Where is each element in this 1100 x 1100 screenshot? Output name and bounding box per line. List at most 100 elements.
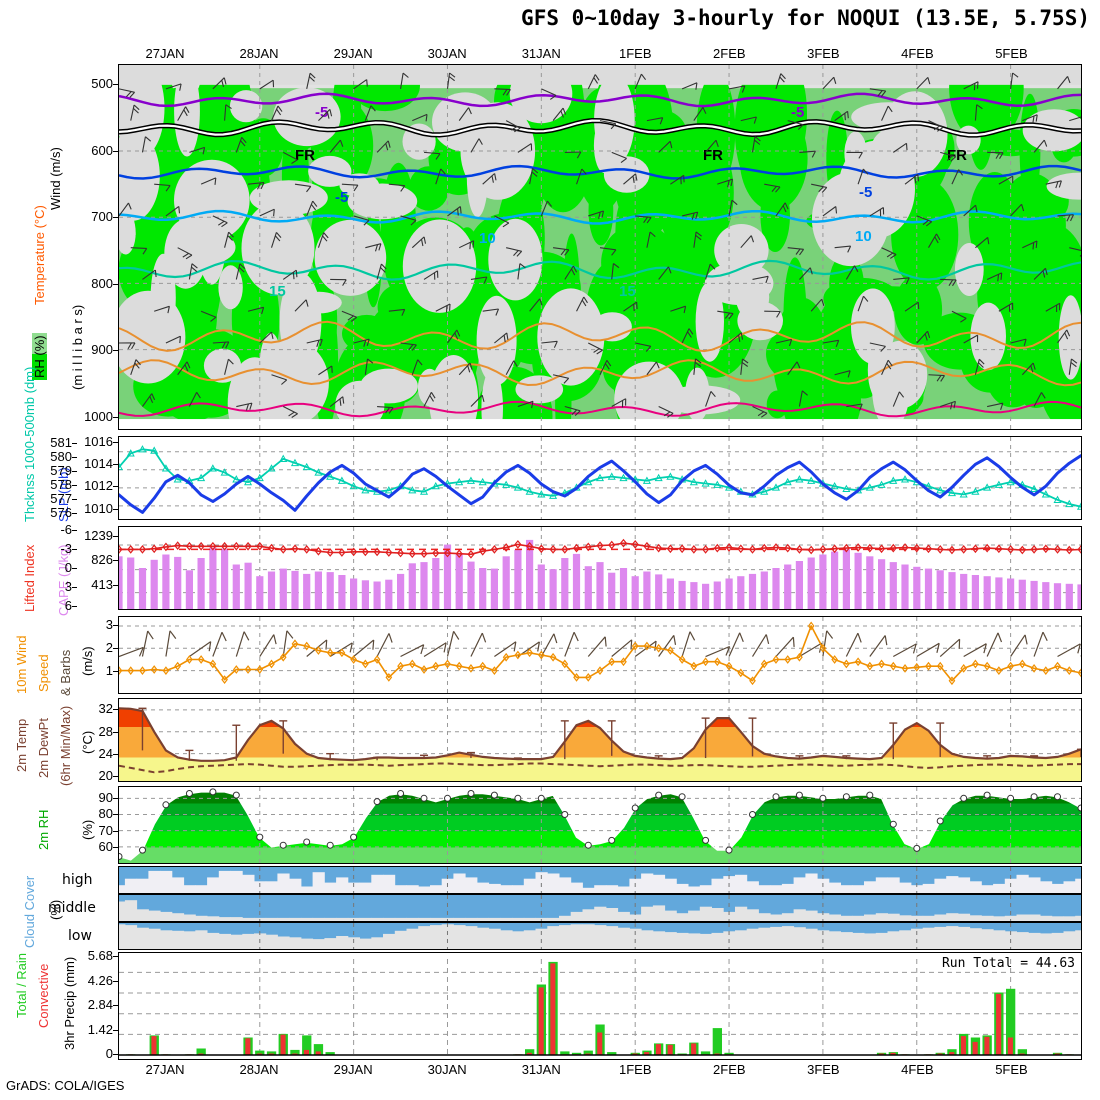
y-tick-label: 576: [50, 505, 72, 520]
y-tick-mark: [113, 535, 118, 537]
wind10m-panel[interactable]: [118, 616, 1082, 694]
y-tick-mark: [113, 1054, 118, 1055]
date-label: 4FEB: [901, 46, 934, 61]
y-tick-mark: [72, 568, 77, 569]
y-tick-label: 3: [64, 579, 72, 595]
cloud-row-label-high: high: [62, 872, 93, 888]
y-tick-label: 1016: [84, 433, 113, 449]
y-tick-mark: [72, 471, 77, 472]
date-label: 3FEB: [807, 1062, 840, 1077]
y-tick-mark: [113, 486, 118, 488]
cloud-row-label-low: low: [68, 928, 92, 944]
contour-label: -5: [859, 184, 872, 201]
cloud-middle-panel[interactable]: [118, 894, 1082, 922]
y-tick-label: 32: [98, 701, 113, 717]
y-tick-label: 2.84: [87, 997, 113, 1012]
y-tick-label: 581: [50, 435, 72, 450]
footer-credit: GrADS: COLA/IGES: [6, 1078, 125, 1093]
y-tick-mark: [113, 83, 118, 85]
contour-label: -5: [335, 189, 348, 206]
y-tick-label: 2: [105, 640, 113, 656]
date-label: 3FEB: [807, 46, 840, 61]
y-tick-mark: [72, 443, 77, 444]
y-tick-mark: [113, 1029, 118, 1031]
y-tick-mark: [113, 585, 118, 587]
y-tick-mark: [72, 485, 77, 486]
y-tick-label: 1010: [84, 500, 113, 516]
contour-label: 15: [269, 283, 286, 300]
y-tick-label: 577: [50, 491, 72, 506]
top-date-axis: 27JAN 28JAN 29JAN 30JAN 31JAN 1FEB 2FEB 3FEB 4FE…: [0, 46, 1100, 64]
y-tick-label: -3: [60, 540, 72, 556]
y-tick-mark: [72, 587, 77, 589]
y-tick-mark: [113, 508, 118, 510]
date-label: 5FEB: [995, 46, 1028, 61]
upper-cross-section-panel[interactable]: -5 -5 FR FR FR -5 -5 10 10 15 15: [118, 64, 1082, 430]
y-tick-label: 20: [98, 768, 113, 784]
y-tick-label: 0: [64, 560, 72, 575]
cape-li-panel[interactable]: [118, 526, 1082, 610]
y-tick-mark: [113, 1005, 118, 1006]
y-tick-label: 800: [91, 275, 113, 291]
date-label: 28JAN: [239, 46, 279, 61]
y-tick-mark: [113, 350, 118, 352]
y-tick-label: 6: [64, 598, 72, 614]
date-label: 31JAN: [521, 46, 561, 61]
y-tick-label: 4.26: [87, 972, 113, 988]
y-tick-mark: [72, 457, 77, 458]
precip-panel[interactable]: Run Total = 44.63: [118, 952, 1082, 1060]
contour-label: FR: [703, 147, 723, 164]
run-total-label: Run Total = 44.63: [941, 956, 1075, 971]
y-tick-mark: [113, 464, 118, 465]
contour-label: -5: [315, 104, 328, 121]
y-tick-mark: [113, 150, 118, 152]
page-title: GFS 0~10day 3-hourly for NOQUI (13.5E, 5…: [521, 6, 1090, 30]
date-label: 30JAN: [427, 1062, 467, 1077]
y-tick-label: 1012: [84, 478, 113, 494]
y-tick-label: 3: [105, 617, 113, 633]
y-tick-label: 900: [91, 342, 113, 358]
date-label: 2FEB: [713, 46, 746, 61]
date-label: 30JAN: [427, 46, 467, 61]
date-label: 5FEB: [995, 1062, 1028, 1077]
date-label: 29JAN: [333, 1062, 373, 1077]
y-tick-label: 0: [105, 1046, 113, 1061]
slp-thickness-panel[interactable]: [118, 436, 1082, 520]
y-tick-mark: [72, 606, 77, 608]
y-tick-mark: [113, 731, 118, 733]
date-label: 27JAN: [145, 1062, 185, 1077]
date-label: 4FEB: [901, 1062, 934, 1077]
temp2m-panel[interactable]: [118, 698, 1082, 782]
y-tick-label: 1239: [84, 527, 113, 543]
date-label: 1FEB: [619, 1062, 652, 1077]
contour-label: -5: [791, 104, 804, 121]
y-tick-label: 1000: [84, 408, 113, 424]
cloud-low-panel[interactable]: [118, 922, 1082, 950]
y-tick-label: 60: [98, 839, 113, 855]
y-tick-label: 578: [50, 477, 72, 492]
y-tick-label: -6: [60, 521, 72, 537]
rh2m-panel[interactable]: [118, 786, 1082, 864]
y-tick-label: 700: [91, 209, 113, 225]
contour-label: 10: [855, 228, 872, 245]
y-tick-mark: [113, 847, 118, 849]
upper-y-ticks: 500 600 700 800 900 1000 1016 1014 1012 1010 581 58…: [0, 0, 118, 1100]
y-tick-label: 826: [91, 552, 113, 568]
y-tick-mark: [113, 830, 118, 832]
y-tick-mark: [113, 217, 118, 219]
contour-label: FR: [295, 147, 315, 164]
contour-label: 10: [479, 230, 496, 247]
y-tick-label: 500: [91, 75, 113, 91]
y-tick-mark: [113, 754, 118, 755]
bottom-date-axis: 27JAN 28JAN 29JAN 30JAN 31JAN 1FEB 2FEB 3FEB 4FE…: [0, 1062, 1100, 1080]
cloud-high-panel[interactable]: [118, 866, 1082, 894]
y-tick-label: 24: [98, 746, 113, 761]
y-tick-mark: [113, 283, 118, 285]
y-tick-mark: [113, 625, 118, 627]
y-tick-mark: [113, 980, 118, 982]
y-tick-mark: [113, 814, 118, 816]
y-tick-label: 90: [98, 789, 113, 805]
y-tick-label: 600: [91, 142, 113, 158]
y-tick-label: 580: [50, 449, 72, 464]
y-tick-label: 579: [50, 463, 72, 478]
